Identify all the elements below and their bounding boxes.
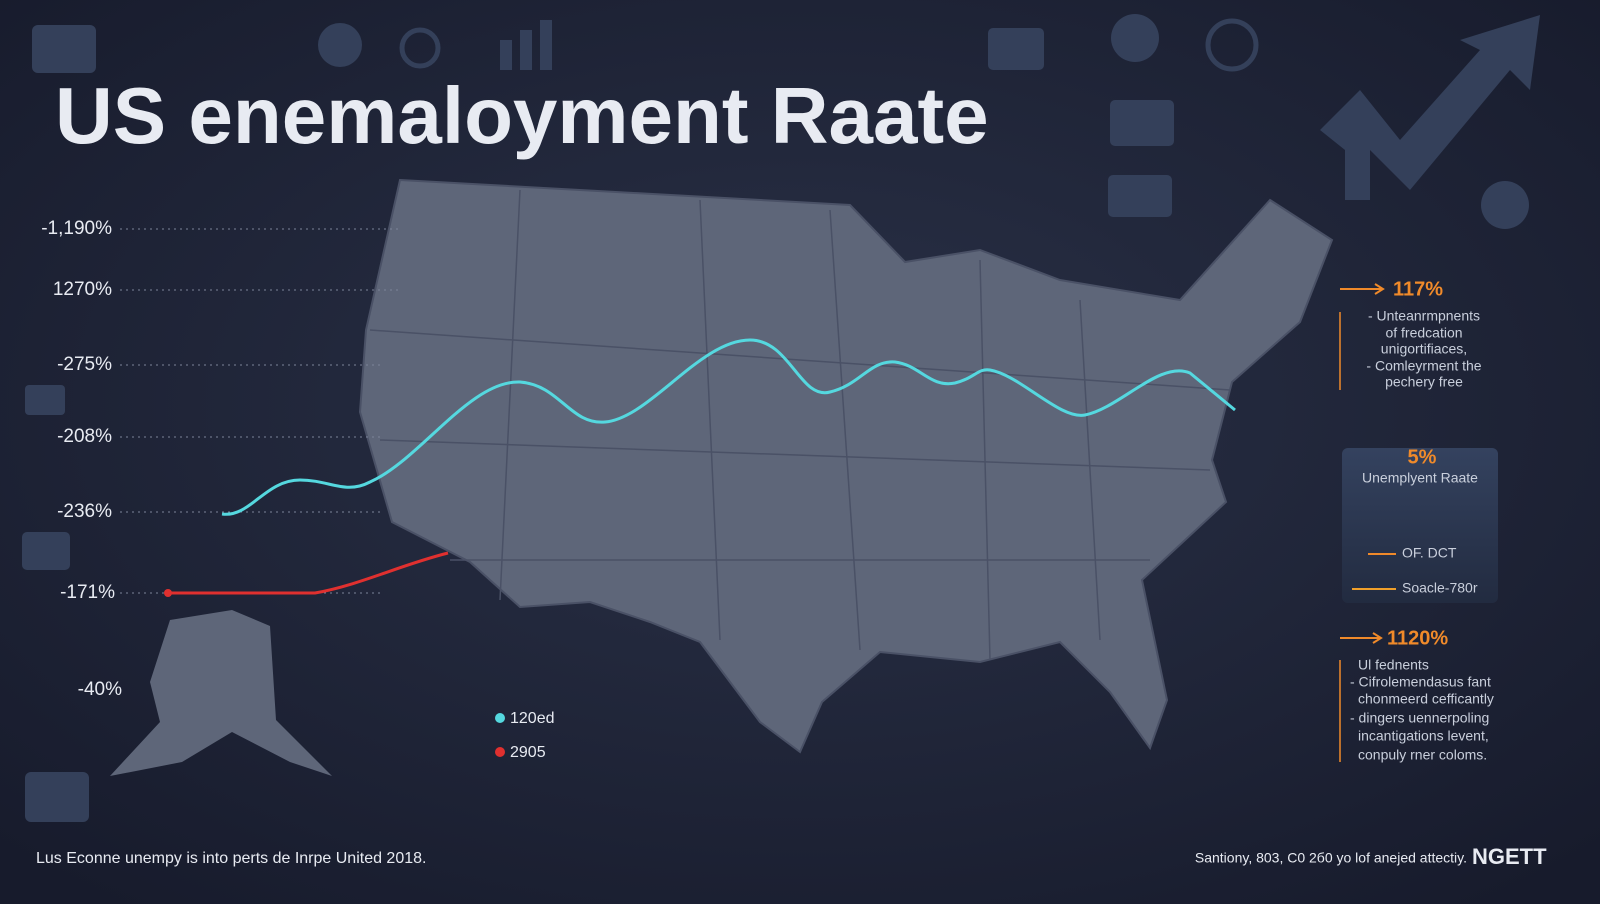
axis-label: -40% bbox=[78, 679, 122, 700]
decor-icons bbox=[22, 14, 1540, 822]
panel-item: Soacle-780r bbox=[1402, 580, 1478, 596]
legend-label: 120ed bbox=[510, 710, 555, 727]
callout-line: of fredcation bbox=[1385, 325, 1462, 341]
legend: 120ed 2905 bbox=[495, 710, 555, 761]
axis-label: -1,190% bbox=[41, 218, 112, 239]
callout-line: - dingers uennerpoling bbox=[1350, 710, 1489, 726]
panel-item: OF. DCT bbox=[1402, 545, 1457, 561]
red-dot bbox=[164, 589, 172, 597]
callout-value: 1120% bbox=[1387, 627, 1448, 649]
us-map bbox=[358, 178, 1334, 754]
footer-left: Lus Econne unempy is into perts de Inrpe… bbox=[36, 850, 426, 867]
panel-value: 5% bbox=[1408, 446, 1437, 468]
callout-line: unigortifiaces, bbox=[1381, 341, 1467, 357]
legend-swatch bbox=[495, 747, 505, 757]
panel-title: Unemplyent Raate bbox=[1362, 470, 1478, 486]
cyan-line bbox=[221, 338, 1236, 516]
footer-right: Santiony, 803, C0 2б0 yo lof anejed atte… bbox=[1195, 850, 1467, 866]
callout-line: pechery free bbox=[1385, 374, 1463, 390]
red-line bbox=[168, 551, 449, 595]
callout-line: incantigations levent, bbox=[1358, 728, 1489, 744]
callout-line: - Cifrolemendasus fant bbox=[1350, 674, 1491, 690]
state-borders bbox=[369, 189, 1231, 661]
axis-label: -171% bbox=[60, 582, 115, 603]
legend-label: 2905 bbox=[510, 744, 546, 761]
axis-label: -236% bbox=[57, 501, 112, 522]
callout-line: chonmeerd cefficantly bbox=[1358, 691, 1494, 707]
grid-lines bbox=[120, 228, 400, 594]
callout-line: conpuly rner coloms. bbox=[1358, 747, 1487, 763]
callout-line: - Comleyrment the bbox=[1366, 358, 1481, 374]
callout-top: 117% - Unteanrmpnents of fredcation unig… bbox=[1339, 278, 1482, 390]
alaska-map bbox=[110, 610, 332, 776]
callout-line: - Unteanrmpnents bbox=[1368, 308, 1480, 324]
title: US enemaloyment Raate bbox=[55, 71, 989, 160]
axis-label: 1270% bbox=[53, 279, 112, 300]
axis-label: -208% bbox=[57, 426, 112, 447]
footer-brand: NGETT bbox=[1472, 844, 1547, 869]
callout-line: Ul fednents bbox=[1358, 657, 1429, 673]
callout-value: 117% bbox=[1393, 278, 1443, 300]
axis-label: -275% bbox=[57, 354, 112, 375]
legend-swatch bbox=[495, 713, 505, 723]
panel-box bbox=[1342, 448, 1498, 603]
callout-bottom: 1120% Ul fednents - Cifrolemendasus fant… bbox=[1339, 627, 1494, 763]
panel: 5% Unemplyent Raate OF. DCT Soacle-780r bbox=[1342, 446, 1498, 603]
axis: -1,190% 1270% -275% -208% -236% -171% -4… bbox=[41, 218, 122, 700]
